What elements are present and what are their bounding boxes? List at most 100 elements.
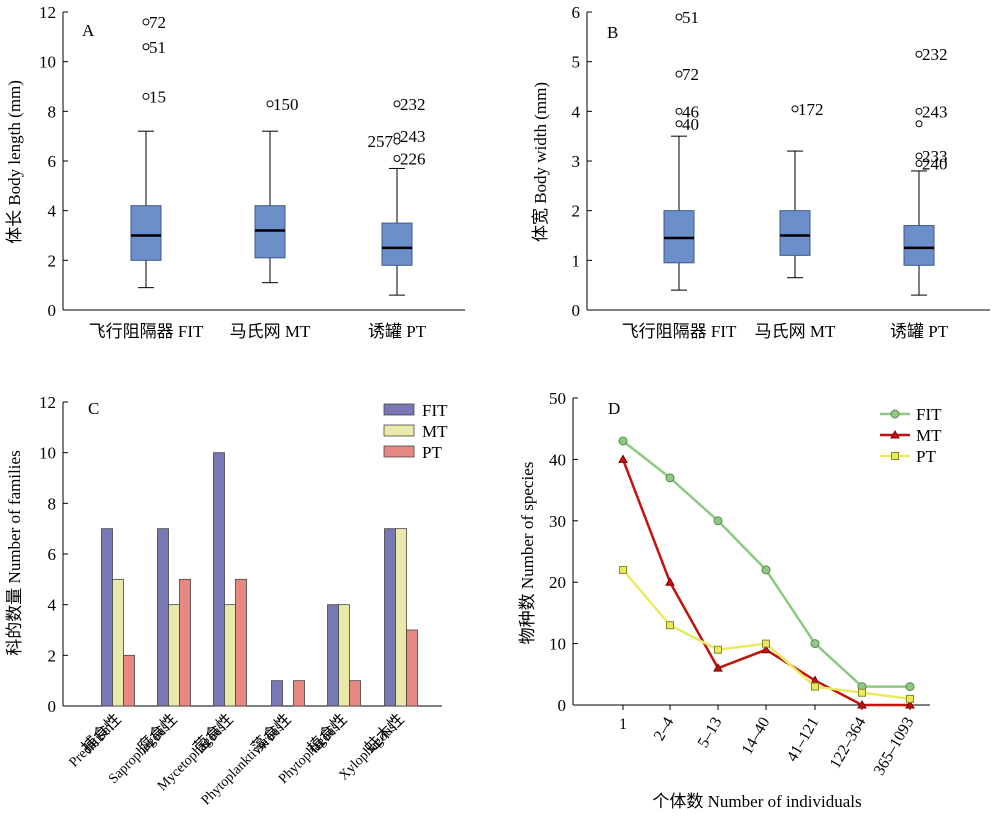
x-category-label: 诱罐 PT (890, 322, 949, 341)
box-2 (254, 130, 286, 284)
legend-swatch-mt (383, 424, 415, 437)
outlier-label: 172 (798, 100, 824, 119)
outlier-label: 243 (922, 102, 948, 121)
point-mt (905, 699, 915, 709)
x-tick-label: 5–13 (695, 715, 726, 751)
y-tick-label: 2 (48, 251, 57, 270)
y-tick-label: 6 (48, 545, 57, 564)
y-tick-label: 4 (572, 102, 581, 121)
y-tick-label: 6 (572, 3, 581, 22)
outlier-point (266, 100, 274, 108)
y-tick-label: 10 (39, 53, 56, 72)
box-2 (779, 150, 811, 279)
outlier-point (393, 155, 401, 163)
bar-pt (123, 654, 135, 707)
x-axis-label: 个体数 Number of individuals (652, 792, 861, 811)
y-tick-label: 50 (549, 389, 566, 408)
point-pt (619, 565, 627, 574)
point-mt (761, 644, 771, 654)
outlier-point (791, 105, 799, 113)
outlier-point (675, 70, 683, 78)
series-line-pt (622, 569, 911, 701)
legend-label: FIT (422, 401, 448, 420)
outlier-label: 232 (400, 95, 426, 114)
bar-fit (157, 528, 169, 707)
outlier-label: 240 (922, 154, 948, 173)
outlier-label: 233 (922, 147, 948, 166)
box-3 (381, 167, 413, 296)
y-tick-label: 30 (549, 512, 566, 531)
bar-pt (179, 578, 191, 707)
legend-marker (891, 452, 899, 460)
x-tick-label: 2–4 (651, 715, 678, 744)
bar-fit (271, 680, 283, 707)
outlier-label: 257 (368, 132, 394, 151)
outlier-point (915, 107, 923, 115)
y-tick-label: 0 (48, 697, 57, 716)
bar-mt (338, 604, 350, 707)
x-tick-label: 1 (619, 716, 627, 733)
panel-letter: B (607, 23, 618, 42)
outlier-label: 232 (922, 45, 948, 64)
x-category-label: 马氏网 MT (755, 322, 836, 341)
legend-label: PT (422, 443, 442, 462)
y-tick-label: 6 (48, 152, 57, 171)
y-tick-label: 0 (572, 301, 581, 320)
y-tick-label: 4 (48, 202, 57, 221)
y-axis-label: 体宽 Body width (mm) (531, 82, 550, 242)
point-mt (665, 577, 675, 586)
y-tick-label: 10 (39, 444, 56, 463)
y-tick-label: 3 (572, 152, 581, 171)
point-fit (761, 565, 771, 575)
outlier-point (675, 107, 683, 115)
bar-fit (213, 452, 225, 707)
point-fit (618, 436, 628, 446)
point-pt (762, 639, 770, 648)
outlier-point (915, 50, 923, 58)
outlier-label: 51 (682, 8, 699, 27)
outlier-point (142, 92, 150, 100)
legend-label: MT (916, 426, 942, 445)
series-line-mt (621, 458, 910, 707)
point-mt (857, 699, 867, 709)
y-tick-label: 0 (558, 696, 567, 715)
box-iqr (381, 222, 413, 266)
y-axis-label: 物种数 Number of species (518, 462, 537, 645)
outlier-label: 72 (682, 65, 699, 84)
y-axis-label: 体长 Body length (mm) (5, 80, 24, 244)
x-category-label: 飞行阻隔器 FIT (622, 322, 737, 341)
outlier-point (675, 13, 683, 21)
panel-letter: C (88, 399, 99, 418)
outlier-point (675, 120, 683, 128)
legend-swatch-pt (383, 445, 415, 458)
panel-letter: A (82, 21, 95, 40)
x-category-label-en: Xylophagous (336, 720, 399, 783)
outlier-label: 243 (400, 127, 426, 146)
bar-pt (406, 629, 418, 707)
x-category-label: 马氏网 MT (230, 322, 311, 341)
point-pt (858, 688, 866, 697)
bar-pt (349, 680, 361, 707)
point-pt (714, 645, 722, 654)
y-tick-label: 12 (39, 393, 56, 412)
y-tick-label: 10 (549, 635, 566, 654)
outlier-point (142, 18, 150, 26)
y-tick-label: 12 (39, 3, 56, 22)
outlier-point (393, 100, 401, 108)
box-iqr (903, 225, 935, 266)
y-tick-label: 20 (549, 573, 566, 592)
outlier-label: 46 (682, 102, 699, 121)
x-category-label-en: Predatism (67, 720, 117, 770)
bar-mt (224, 604, 236, 707)
bar-pt (235, 578, 247, 707)
x-tick-label: 41–121 (784, 715, 823, 765)
bar-mt (395, 528, 407, 707)
x-tick-label: 365–1093 (871, 715, 918, 779)
box-iqr (779, 210, 811, 256)
box-3 (903, 170, 935, 296)
point-mt (618, 454, 628, 463)
bar-fit (384, 528, 396, 707)
y-tick-label: 2 (572, 202, 581, 221)
y-tick-label: 8 (48, 102, 57, 121)
